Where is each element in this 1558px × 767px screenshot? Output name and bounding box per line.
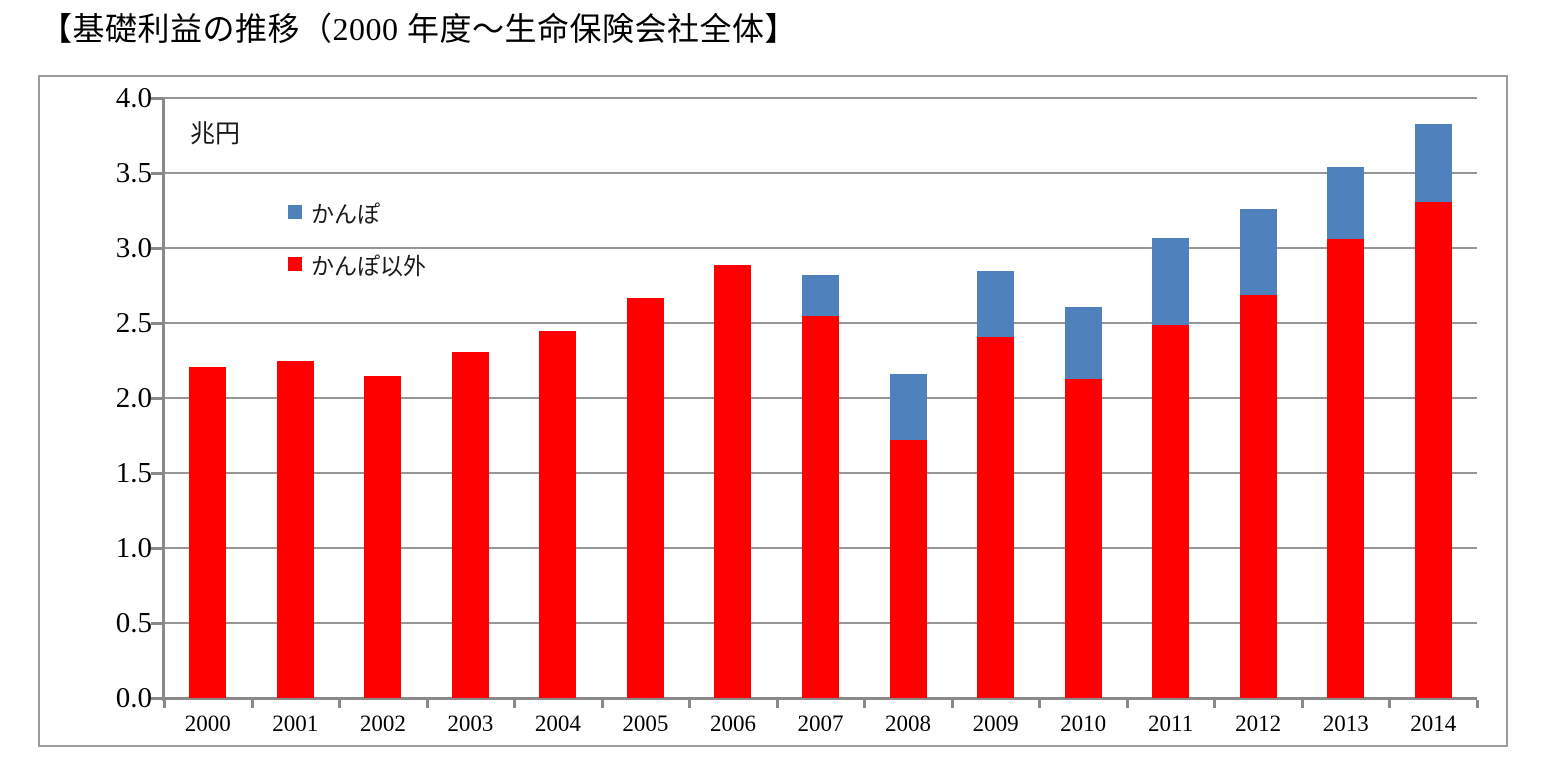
- x-tick-label: 2010: [1060, 711, 1107, 736]
- x-tick-label: 2001: [272, 711, 319, 736]
- x-tick-label: 2005: [622, 711, 669, 736]
- y-axis-tick: [151, 472, 164, 475]
- x-axis-tick: [513, 700, 517, 708]
- x-tick-label: 2012: [1235, 711, 1282, 736]
- x-tick-label: 2002: [359, 711, 406, 736]
- x-axis-tick: [1125, 700, 1129, 708]
- x-axis-tick: [163, 700, 166, 708]
- bar-segment-kanpo-igai: [802, 315, 839, 698]
- x-axis-tick: [1213, 700, 1217, 708]
- legend-label-kanpo: かんぽ: [311, 202, 380, 227]
- bar-segment-kanpo-igai: [1152, 324, 1190, 698]
- x-axis-tick: [1300, 700, 1304, 708]
- x-tick-label: 2000: [184, 711, 231, 736]
- x-axis-tick: [863, 700, 867, 708]
- x-axis-tick: [688, 700, 692, 708]
- bar-segment-kanpo-igai: [1064, 378, 1102, 698]
- legend-marker-kanpo-icon: [288, 205, 302, 219]
- y-axis-tick: [151, 172, 164, 175]
- x-axis-tick: [600, 700, 604, 708]
- x-tick-label: 2003: [447, 711, 494, 736]
- x-tick-label: 2006: [709, 711, 756, 736]
- legend-label-kanpo-igai: かんぽ以外: [311, 254, 426, 279]
- bar-segment-kanpo: [1414, 123, 1452, 202]
- chart-title: 【基礎利益の推移（2000 年度～生命保険会社全体】: [40, 11, 798, 47]
- chart-frame: [38, 75, 1508, 747]
- x-tick-label: 2004: [534, 711, 581, 736]
- y-tick-label: 2.0: [115, 382, 152, 414]
- gridline: [164, 172, 1477, 174]
- bar-segment-kanpo: [1327, 167, 1365, 239]
- y-axis-tick: [151, 322, 164, 325]
- bar-segment-kanpo-igai: [1239, 294, 1277, 698]
- y-axis-tick: [151, 97, 164, 100]
- x-axis-tick: [425, 700, 429, 708]
- legend-marker-kanpo-igai-icon: [288, 257, 302, 271]
- y-axis-tick: [151, 397, 164, 400]
- y-tick-label: 3.5: [115, 157, 152, 189]
- y-tick-label: 1.5: [115, 457, 152, 489]
- bar-segment-kanpo: [1152, 237, 1190, 325]
- y-tick-label: 0.0: [115, 682, 152, 714]
- x-axis-tick: [950, 700, 954, 708]
- x-axis: [162, 697, 1477, 700]
- bar-segment-kanpo-igai: [889, 440, 927, 698]
- legend-item-kanpo: かんぽ: [288, 199, 426, 227]
- y-tick-label: 3.0: [115, 232, 152, 264]
- y-axis-unit-label: 兆円: [190, 121, 241, 148]
- y-tick-label: 1.0: [115, 532, 152, 564]
- bar-segment-kanpo-igai: [364, 375, 402, 698]
- x-axis-tick: [250, 700, 254, 708]
- gridline: [164, 247, 1477, 249]
- legend-item-kanpo-igai: かんぽ以外: [288, 251, 426, 279]
- x-tick-label: 2008: [885, 711, 932, 736]
- bar-segment-kanpo: [1064, 306, 1102, 379]
- bar-segment-kanpo-igai: [539, 330, 577, 698]
- bar-segment-kanpo-igai: [977, 336, 1015, 698]
- x-axis-tick: [1388, 700, 1392, 708]
- x-tick-label: 2013: [1322, 711, 1369, 736]
- bar-segment-kanpo: [977, 270, 1015, 337]
- y-axis: [162, 97, 165, 701]
- y-tick-label: 2.5: [115, 307, 152, 339]
- x-tick-label: 2009: [972, 711, 1019, 736]
- bar-segment-kanpo-igai: [451, 351, 489, 698]
- bar-segment-kanpo: [1239, 209, 1277, 295]
- bar-segment-kanpo-igai: [276, 360, 314, 698]
- gridline: [164, 97, 1477, 99]
- y-tick-label: 0.5: [115, 607, 152, 639]
- bar-segment-kanpo-igai: [626, 297, 664, 698]
- bar-segment-kanpo-igai: [189, 366, 227, 698]
- bar-segment-kanpo-igai: [1414, 201, 1452, 698]
- bar-segment-kanpo-igai: [1327, 239, 1365, 698]
- x-tick-label: 2014: [1410, 711, 1457, 736]
- bar-segment-kanpo-igai: [714, 264, 752, 698]
- bar-segment-kanpo: [802, 275, 839, 316]
- y-axis-tick: [151, 622, 164, 625]
- x-tick-label: 2007: [797, 711, 844, 736]
- bar-segment-kanpo: [889, 374, 927, 440]
- x-axis-tick: [338, 700, 342, 708]
- x-axis-tick: [1038, 700, 1042, 708]
- x-axis-tick: [1476, 700, 1479, 708]
- legend: かんぽ かんぽ以外: [288, 199, 426, 303]
- y-axis-tick: [151, 247, 164, 250]
- x-tick-label: 2011: [1148, 711, 1194, 736]
- y-axis-tick: [151, 547, 164, 550]
- x-axis-tick: [775, 700, 779, 708]
- y-tick-label: 4.0: [115, 82, 152, 114]
- y-axis-tick: [151, 697, 164, 700]
